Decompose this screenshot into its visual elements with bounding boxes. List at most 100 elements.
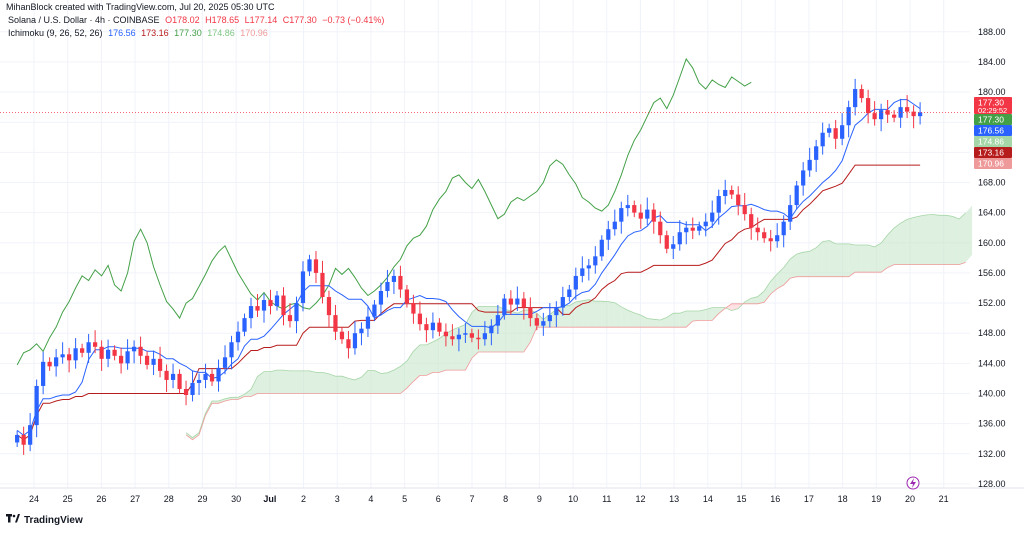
- candle-body: [320, 272, 325, 298]
- candle-body: [443, 331, 449, 337]
- kumo-cloud-bullish: [816, 241, 823, 277]
- kumo-cloud-bullish: [575, 300, 583, 328]
- x-tick-label: 30: [231, 494, 241, 504]
- leading-span-b-line: [185, 262, 966, 441]
- kumo-cloud-bullish: [432, 338, 440, 373]
- candle-body: [476, 337, 481, 340]
- x-tick-label: 7: [469, 494, 474, 504]
- candle-body: [54, 357, 59, 367]
- y-tick-label: 144.00: [978, 358, 1006, 368]
- kumo-cloud-bullish: [348, 378, 355, 394]
- kumo-cloud-bullish: [569, 301, 576, 328]
- x-tick-label: 28: [164, 494, 174, 504]
- candle-body: [729, 190, 734, 195]
- candle-body: [567, 289, 572, 298]
- kumo-cloud-bullish: [861, 245, 869, 273]
- kumo-cloud-bullish: [692, 310, 700, 322]
- candle-body: [814, 146, 819, 160]
- candle-body: [788, 205, 793, 222]
- kumo-cloud-bullish: [322, 372, 329, 394]
- kumo-cloud-bullish: [926, 214, 934, 265]
- kumo-cloud-bullish: [770, 274, 778, 295]
- lagging-span-line: [16, 57, 752, 366]
- kumo-cloud-bullish: [582, 299, 589, 328]
- y-tick-label: 128.00: [978, 479, 1006, 489]
- candle-body: [749, 214, 754, 228]
- symbol-name[interactable]: Solana / U.S. Dollar · 4h · COINBASE: [8, 15, 160, 25]
- candle-body: [528, 307, 533, 319]
- x-tick-label: 26: [96, 494, 106, 504]
- low-value: L177.14: [244, 15, 278, 25]
- kumo-cloud-bullish: [848, 243, 856, 277]
- candle-body: [645, 209, 650, 219]
- candle-body: [495, 315, 500, 326]
- x-tick-label: 12: [635, 494, 645, 504]
- kumo-cloud-bullish: [380, 372, 388, 394]
- x-tick-label: 9: [537, 494, 542, 504]
- candle-body: [365, 316, 371, 329]
- candle-body: [144, 355, 150, 365]
- kumo-cloud-bullish: [705, 307, 713, 321]
- kumo-cloud-bullish: [413, 344, 420, 382]
- kumo-cloud-bullish: [218, 398, 226, 404]
- candle-body: [112, 349, 117, 356]
- candle-body: [586, 265, 591, 269]
- candle-body: [684, 227, 689, 233]
- candle-body: [138, 346, 143, 356]
- x-tick-label: 16: [770, 494, 780, 504]
- kumo-cloud-bullish: [913, 216, 921, 265]
- kumo-cloud-bullish: [244, 389, 252, 397]
- candle-body: [281, 295, 286, 316]
- candle-body: [716, 196, 721, 213]
- lightning-bolt-icon: [910, 478, 916, 488]
- candle-body: [911, 111, 916, 117]
- chart-credit: MihanBlock created with TradingView.com,…: [6, 2, 275, 12]
- candle-body: [593, 256, 598, 266]
- candle-body: [209, 373, 215, 382]
- candle-body: [411, 303, 416, 314]
- kumo-cloud-bullish: [238, 394, 245, 400]
- candle-body: [183, 388, 189, 396]
- candle-body: [619, 208, 624, 222]
- candle-body: [866, 98, 871, 114]
- candle-body: [521, 298, 526, 308]
- candle-body: [67, 354, 72, 361]
- y-tick-label: 168.00: [978, 177, 1006, 187]
- kumo-cloud-bullish: [640, 315, 648, 328]
- candle-body: [541, 321, 546, 326]
- candle-body: [417, 313, 423, 325]
- kumo-cloud-bullish: [562, 305, 570, 328]
- kumo-cloud-bullish: [608, 301, 615, 328]
- tradingview-footer[interactable]: TradingView: [6, 514, 83, 526]
- candle-body: [859, 89, 864, 99]
- kumo-cloud-bullish: [231, 397, 239, 400]
- kumo-cloud-bullish: [400, 361, 407, 394]
- candle-body: [482, 333, 487, 340]
- tradingview-brand: TradingView: [24, 514, 83, 526]
- y-tick-label: 148.00: [978, 328, 1006, 338]
- kumo-cloud-bullish: [335, 376, 342, 394]
- x-tick-label: 18: [838, 494, 848, 504]
- base-line-kijun: [16, 164, 921, 441]
- price-badge: [974, 158, 1012, 169]
- kumo-cloud-bullish: [686, 310, 693, 328]
- kumo-cloud-bullish: [367, 370, 375, 394]
- open-value: O178.02: [165, 15, 200, 25]
- candle-body: [534, 318, 539, 326]
- kumo-cloud-bullish: [361, 370, 368, 394]
- kumo-cloud-bullish: [270, 370, 277, 394]
- y-tick-label: 160.00: [978, 238, 1006, 248]
- kumo-cloud-bullish: [302, 370, 310, 394]
- price-badge-label: 177.30: [978, 115, 1004, 125]
- kumo-cloud-bullish: [354, 377, 362, 394]
- y-tick-label: 184.00: [978, 57, 1006, 67]
- candle-body: [502, 298, 507, 316]
- indicator-name[interactable]: Ichimoku (9, 26, 52, 26): [8, 28, 103, 38]
- kumo-cloud-bullish: [601, 301, 609, 328]
- candle-body: [690, 227, 695, 231]
- kumo-cloud-bearish: [725, 303, 732, 311]
- candle-body: [736, 194, 741, 206]
- kumo-cloud-bullish: [315, 372, 323, 394]
